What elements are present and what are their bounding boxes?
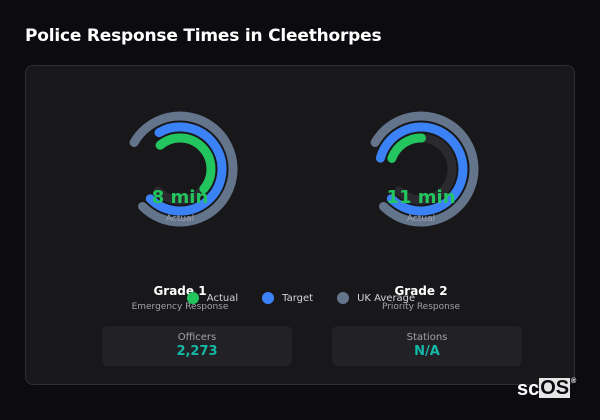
legend-item-uk-average: UK Average	[337, 292, 415, 304]
gauge-value: 11 min	[386, 187, 456, 208]
logo-mark: ®	[571, 378, 577, 385]
gauge-description: Emergency Response	[131, 302, 229, 312]
radial-chart-grade-2	[370, 111, 479, 227]
gauge-value: 8 min	[151, 187, 209, 208]
gauge-value-label: Actual	[165, 214, 195, 224]
logo-text: sc	[517, 378, 540, 400]
target-arc	[375, 122, 468, 216]
actual-arc	[387, 133, 426, 163]
stat-label: Stations	[406, 332, 448, 343]
gauge-value-label: Actual	[406, 214, 436, 224]
response-times-card: 8 min Actual Grade 1 Emergency Response …	[25, 65, 575, 385]
stat-value: N/A	[414, 344, 440, 359]
gauge-grade-2: 11 min Actual Grade 2 Priority Response	[351, 106, 491, 326]
target-arc	[145, 122, 227, 216]
legend-item-actual: Actual	[186, 292, 239, 304]
actual-arc	[155, 133, 216, 194]
stat-stations: Stations N/A	[332, 326, 522, 366]
gauge-name: Grade 2	[394, 284, 448, 298]
gauge-grade-1: 8 min Actual Grade 1 Emergency Response	[110, 106, 250, 326]
stat-value: 2,273	[176, 344, 218, 359]
legend: Actual Target UK Average	[26, 292, 576, 304]
stat-officers: Officers 2,273	[102, 326, 292, 366]
page-title: Police Response Times in Cleethorpes	[25, 26, 382, 46]
stat-label: Officers	[177, 332, 217, 343]
legend-item-target: Target	[262, 292, 313, 304]
uk-average-arc	[370, 111, 479, 227]
gauge-description: Priority Response	[381, 302, 461, 312]
legend-dot-icon	[186, 292, 199, 304]
legend-label: Target	[282, 292, 314, 304]
legend-label: Actual	[206, 292, 239, 304]
radial-chart-grade-1	[129, 111, 238, 227]
legend-dot-icon	[262, 292, 275, 304]
logo-text: OS	[539, 377, 571, 399]
legend-label: UK Average	[357, 292, 416, 304]
scos-logo: sc OS ®	[517, 378, 576, 401]
uk-average-arc	[129, 111, 238, 227]
legend-dot-icon	[337, 292, 350, 304]
